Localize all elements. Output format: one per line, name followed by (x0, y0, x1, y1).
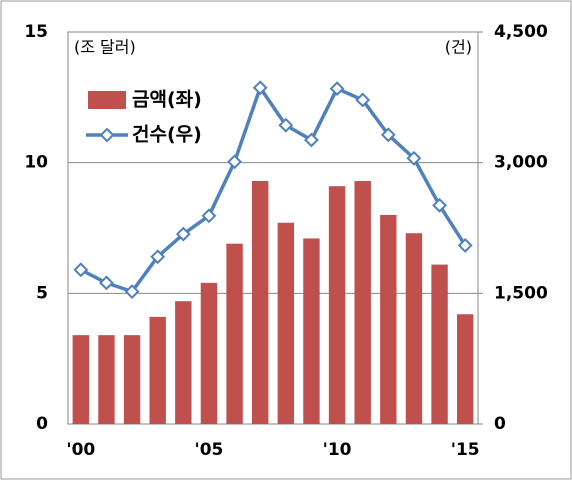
bar (251, 180, 269, 424)
marker (252, 80, 268, 96)
marker (457, 238, 473, 253)
bar (303, 238, 320, 424)
legend-label: 금액(좌) (132, 89, 202, 111)
marker (278, 117, 294, 133)
x-tick-label: '05 (195, 440, 224, 460)
y-tick-label: 15 (24, 22, 48, 42)
bar (354, 180, 371, 424)
marker (432, 197, 447, 213)
y-tick-label: 5 (36, 283, 48, 303)
marker (201, 208, 217, 224)
bar (328, 186, 346, 424)
y2-tick-label: 4,500 (494, 22, 548, 42)
bar (123, 335, 141, 424)
marker (227, 154, 242, 170)
y2-tick-label: 3,000 (494, 153, 548, 173)
x-tick-label: '10 (323, 440, 352, 460)
y-tick-label: 0 (36, 414, 48, 434)
bar (405, 233, 423, 424)
x-tick-label: '15 (451, 440, 480, 460)
y2-axis-label: (건) (445, 38, 472, 57)
legend-marker (99, 127, 115, 143)
y2-tick-label: 1,500 (494, 283, 548, 303)
line (80, 83, 467, 294)
bar (72, 335, 90, 424)
legend-label: 건수(우) (132, 124, 202, 146)
marker (329, 81, 345, 97)
marker (355, 92, 371, 108)
bar (200, 282, 218, 424)
marker (124, 284, 140, 300)
bar (149, 316, 166, 424)
bar (277, 222, 295, 424)
marker (380, 127, 396, 143)
marker (73, 262, 89, 278)
marker (99, 275, 114, 291)
x-tick-label: '00 (66, 440, 95, 460)
y-axis-label: (조 달러) (74, 38, 136, 57)
bar (175, 301, 192, 424)
plot-area (67, 31, 479, 425)
y2-tick-label: 0 (494, 414, 506, 434)
bar (456, 314, 474, 424)
bar (380, 214, 397, 424)
marker (175, 226, 191, 242)
legend-swatch (88, 91, 126, 109)
marker (150, 249, 166, 265)
marker (406, 150, 422, 166)
bar (431, 264, 448, 424)
y-tick-label: 10 (24, 153, 48, 173)
bar (98, 335, 115, 424)
marker (304, 132, 319, 148)
bar (226, 243, 243, 424)
